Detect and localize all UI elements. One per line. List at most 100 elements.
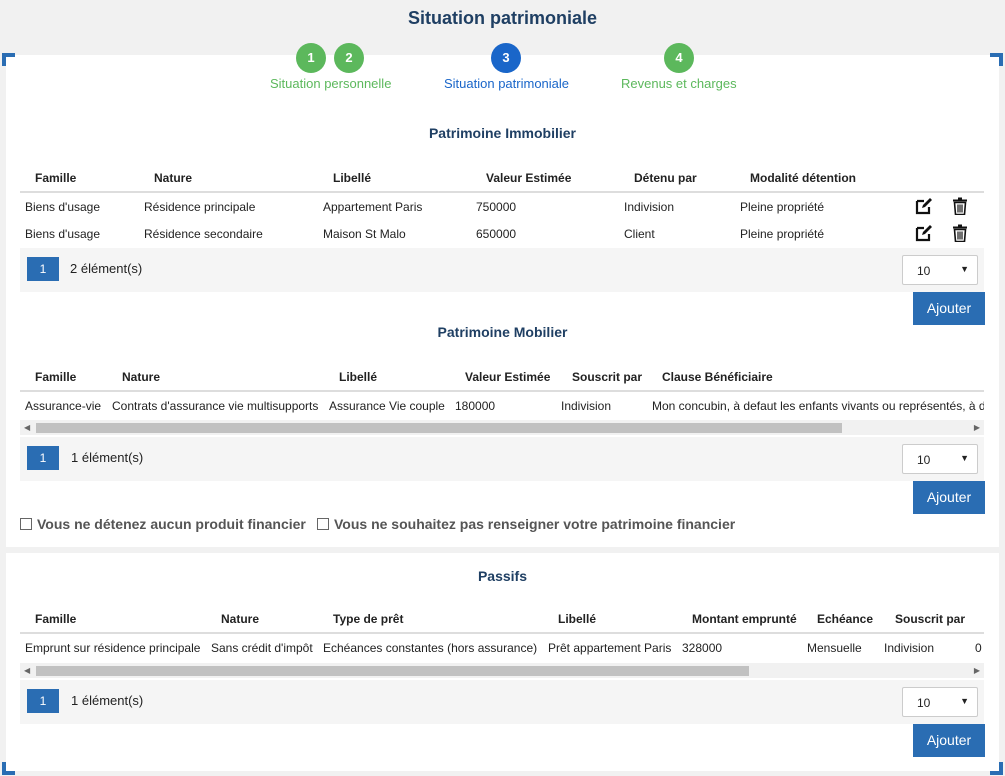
- item-count: 2 élément(s): [70, 261, 143, 276]
- add-immobilier-button[interactable]: Ajouter: [913, 292, 985, 325]
- scroll-left-icon[interactable]: ◀: [24, 666, 31, 675]
- column-header[interactable]: Clause Bénéficiaire: [662, 370, 773, 384]
- cell: Indivision: [561, 399, 612, 413]
- scrollbar-thumb[interactable]: [36, 423, 842, 433]
- page-size-select[interactable]: 10 ▼: [902, 255, 978, 285]
- add-passif-button[interactable]: Ajouter: [913, 724, 985, 757]
- page-size-select[interactable]: 10 ▼: [902, 444, 978, 474]
- no-product-checkbox[interactable]: [20, 518, 32, 530]
- step-1-circle[interactable]: 1: [296, 43, 326, 73]
- header-divider: [20, 390, 984, 392]
- no-product-label: Vous ne détenez aucun produit financier: [37, 516, 306, 532]
- step-4-circle[interactable]: 4: [664, 43, 694, 73]
- cell: Résidence principale: [144, 200, 256, 214]
- cell: Appartement Paris: [323, 200, 423, 214]
- edit-icon[interactable]: [915, 224, 933, 242]
- cell: Prêt appartement Paris: [548, 641, 672, 655]
- chevron-down-icon: ▼: [960, 453, 969, 463]
- no-product-option[interactable]: Vous ne détenez aucun produit financier: [20, 516, 306, 532]
- header-divider: [20, 632, 984, 634]
- cell: Maison St Malo: [323, 227, 406, 241]
- mobilier-scroll-area: Famille Nature Libellé Valeur Estimée So…: [20, 355, 984, 435]
- trash-icon[interactable]: [951, 224, 969, 242]
- column-header[interactable]: Famille: [35, 370, 77, 384]
- column-header[interactable]: Libellé: [558, 612, 597, 626]
- cell: Mensuelle: [807, 641, 862, 655]
- chevron-down-icon: ▼: [960, 696, 969, 706]
- immobilier-title: Patrimoine Immobilier: [428, 125, 577, 141]
- step-2-circle[interactable]: 2: [334, 43, 364, 73]
- step-4-label[interactable]: Revenus et charges: [621, 76, 737, 91]
- column-header[interactable]: Montant emprunté: [692, 612, 797, 626]
- trash-icon[interactable]: [951, 197, 969, 215]
- mobilier-title: Patrimoine Mobilier: [437, 324, 568, 340]
- add-mobilier-button[interactable]: Ajouter: [913, 481, 985, 514]
- column-header[interactable]: Souscrit par: [572, 370, 643, 384]
- cell: Echéances constantes (hors assurance): [323, 641, 538, 655]
- cell: Sans crédit d'impôt: [211, 641, 313, 655]
- edit-icon[interactable]: [915, 197, 933, 215]
- column-header[interactable]: Type de prêt: [333, 612, 404, 626]
- cell: 650000: [476, 227, 517, 241]
- column-header[interactable]: Echéance: [817, 612, 874, 626]
- cell: Client: [624, 227, 655, 241]
- cell: 0: [975, 641, 982, 655]
- no-disclose-checkbox[interactable]: [317, 518, 329, 530]
- page-1-button[interactable]: 1: [27, 446, 59, 470]
- cell: Indivision: [884, 641, 935, 655]
- cell: Indivision: [624, 200, 675, 214]
- column-header[interactable]: Nature: [154, 171, 193, 185]
- no-disclose-option[interactable]: Vous ne souhaitez pas renseigner votre p…: [317, 516, 735, 532]
- scroll-right-icon[interactable]: ▶: [973, 666, 980, 675]
- cell: Biens d'usage: [25, 227, 101, 241]
- item-count: 1 élément(s): [71, 693, 144, 708]
- page-size-value: 10: [917, 264, 931, 278]
- page-1-button[interactable]: 1: [27, 689, 59, 713]
- horizontal-scrollbar[interactable]: ◀ ▶: [20, 420, 984, 435]
- step-3-label[interactable]: Situation patrimoniale: [444, 76, 570, 91]
- step-3-circle[interactable]: 3: [491, 43, 521, 73]
- passifs-panel: Passifs Famille Nature Type de prêt Libe…: [6, 553, 999, 771]
- cell: Résidence secondaire: [144, 227, 263, 241]
- scroll-left-icon[interactable]: ◀: [24, 423, 31, 432]
- pagination-bar: 1 1 élément(s) 10 ▼: [20, 437, 984, 481]
- cell: Contrats d'assurance vie multisupports: [112, 399, 319, 413]
- frame-corner: [990, 53, 1003, 66]
- step-1-label[interactable]: Situation personnelle: [270, 76, 392, 91]
- column-header[interactable]: Famille: [35, 171, 77, 185]
- cell: Assurance Vie couple: [329, 399, 445, 413]
- frame-corner: [2, 762, 15, 775]
- cell: Pleine propriété: [740, 227, 825, 241]
- scrollbar-thumb[interactable]: [36, 666, 749, 676]
- passifs-scroll-area: Famille Nature Type de prêt Libellé Mont…: [20, 598, 984, 678]
- page-size-value: 10: [917, 453, 931, 467]
- cell: 750000: [476, 200, 517, 214]
- pagination-bar: 1 2 élément(s) 10 ▼: [20, 248, 984, 292]
- no-disclose-label: Vous ne souhaitez pas renseigner votre p…: [334, 516, 736, 532]
- column-header[interactable]: Valeur Estimée: [465, 370, 551, 384]
- column-header[interactable]: Détenu par: [634, 171, 697, 185]
- pagination-bar: 1 1 élément(s) 10 ▼: [20, 680, 984, 724]
- column-header[interactable]: Souscrit par: [895, 612, 966, 626]
- page-1-button[interactable]: 1: [27, 257, 59, 281]
- horizontal-scrollbar[interactable]: ◀ ▶: [20, 663, 984, 678]
- page-title: Situation patrimoniale: [407, 8, 598, 28]
- cell: Biens d'usage: [25, 200, 101, 214]
- column-header[interactable]: Nature: [221, 612, 260, 626]
- header-divider: [20, 191, 984, 193]
- cell: 328000: [682, 641, 723, 655]
- page-size-select[interactable]: 10 ▼: [902, 687, 978, 717]
- scroll-right-icon[interactable]: ▶: [973, 423, 980, 432]
- column-header[interactable]: Libellé: [339, 370, 378, 384]
- column-header[interactable]: Famille: [35, 612, 77, 626]
- column-header[interactable]: Valeur Estimée: [486, 171, 572, 185]
- column-header[interactable]: Modalité détention: [750, 171, 856, 185]
- passifs-title: Passifs: [477, 568, 528, 584]
- cell: Mon concubin, à defaut les enfants vivan…: [652, 399, 984, 413]
- item-count: 1 élément(s): [71, 450, 144, 465]
- page-size-value: 10: [917, 696, 931, 710]
- chevron-down-icon: ▼: [960, 264, 969, 274]
- frame-corner: [990, 762, 1003, 775]
- column-header[interactable]: Nature: [122, 370, 161, 384]
- column-header[interactable]: Libellé: [333, 171, 372, 185]
